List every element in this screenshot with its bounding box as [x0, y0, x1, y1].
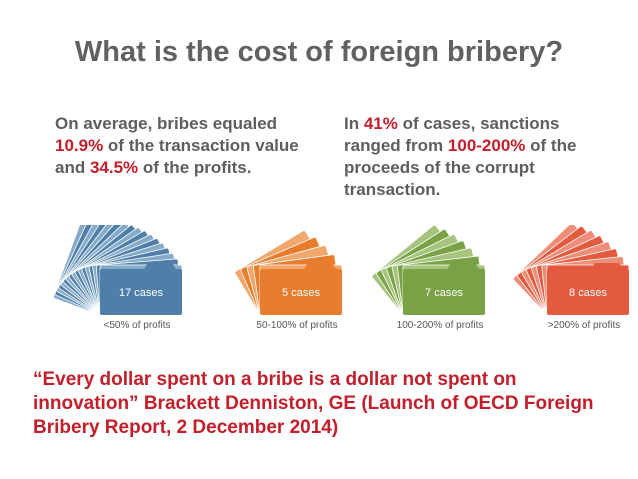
- case-count-label: 5 cases: [282, 287, 320, 299]
- case-folders-infographic: 17 cases <50% of profits 5 cases 50-100% of…: [53, 225, 630, 331]
- sanction-range: 100-200%: [447, 136, 526, 155]
- stat-text: of the proceeds of the corrupt transacti…: [344, 136, 577, 199]
- profit-range-caption: <50% of profits: [104, 320, 171, 331]
- case-count-label: 17 cases: [119, 287, 164, 299]
- stat-text: In: [344, 114, 364, 133]
- stat-text: of the profits.: [138, 158, 252, 177]
- slide-title: What is the cost of foreign bribery?: [74, 36, 564, 68]
- sanctions-stat: In 41% of cases, sanctions ranged from 1…: [344, 113, 604, 201]
- denniston-quote: “Every dollar spent on a bribe is a doll…: [33, 369, 594, 438]
- folder-tab: [144, 263, 176, 269]
- front-folder: [260, 269, 342, 315]
- folder-group: 5 cases 50-100% of profits: [234, 230, 343, 331]
- folder-tab: [304, 263, 336, 269]
- case-count-label: 8 cases: [569, 287, 607, 299]
- stat-text: of the transaction value and: [55, 136, 299, 177]
- folder-tab: [591, 263, 623, 269]
- profit-range-caption: >200% of profits: [548, 320, 621, 331]
- cases-percent: 41%: [363, 114, 398, 133]
- folder-group: 8 cases >200% of profits: [512, 225, 630, 331]
- front-folder: [547, 269, 629, 315]
- stat-text: On average, bribes equaled: [55, 114, 278, 133]
- front-folder: [403, 269, 485, 315]
- average-bribe-stat: On average, bribes equaled 10.9% of the t…: [55, 113, 325, 179]
- profits-percent: 34.5%: [89, 158, 139, 177]
- stat-text: of cases, sanctions ranged from: [344, 114, 560, 155]
- profit-range-caption: 50-100% of profits: [256, 320, 337, 331]
- folder-group: 17 cases <50% of profits: [53, 225, 183, 331]
- folder-group: 7 cases 100-200% of profits: [371, 225, 486, 331]
- case-count-label: 7 cases: [425, 287, 463, 299]
- transaction-value-percent: 10.9%: [55, 136, 104, 155]
- front-folder: [100, 269, 182, 315]
- folder-tab: [447, 263, 479, 269]
- profit-range-caption: 100-200% of profits: [397, 320, 484, 331]
